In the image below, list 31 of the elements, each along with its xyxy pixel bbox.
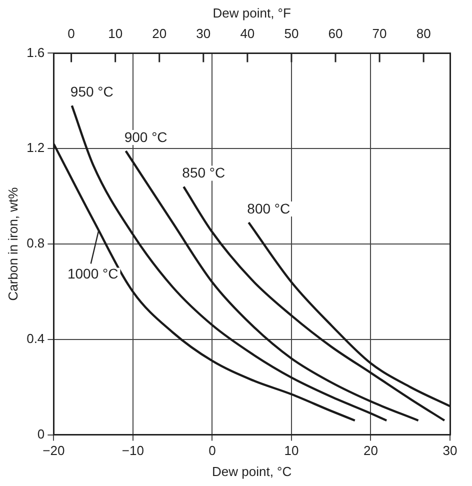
x2-tick-label: 80 xyxy=(416,26,431,41)
y-tick-label: 0 xyxy=(37,426,45,442)
x2-tick-label: 30 xyxy=(196,26,211,41)
x-tick-label: 0 xyxy=(208,443,216,458)
x-tick-label: 30 xyxy=(442,443,458,458)
x-tick-label: −10 xyxy=(122,443,144,458)
y-axis-title: Carbon in iron, wt% xyxy=(5,186,20,301)
x2-tick-label: 40 xyxy=(240,26,255,41)
annotation: 950 °C xyxy=(70,84,114,100)
line-series xyxy=(182,186,446,422)
line-series xyxy=(70,104,388,422)
x-tick-label: −20 xyxy=(42,443,65,458)
y-tick-label: 0.4 xyxy=(26,330,45,346)
y-tick-label: 0.8 xyxy=(26,236,45,251)
x-tick-label: 20 xyxy=(364,443,378,458)
annotation: 1000 °C xyxy=(67,266,118,282)
y-tick-label: 1.6 xyxy=(26,44,45,60)
x-axis-title: Dew point, °C xyxy=(212,464,292,479)
annotation: 850 °C xyxy=(182,164,226,181)
annotation: 800 °C xyxy=(247,200,290,216)
annotation: 900 °C xyxy=(124,128,168,145)
x2-tick-label: 10 xyxy=(108,26,123,41)
x2-axis-title: Dew point, °F xyxy=(212,5,291,20)
x-tick-label: 10 xyxy=(284,443,299,458)
line-series xyxy=(124,150,420,422)
x2-tick-label: 20 xyxy=(152,26,167,41)
x2-tick-label: 60 xyxy=(328,26,343,41)
y-tick-label: 1.2 xyxy=(26,140,45,156)
x2-tick-label: 0 xyxy=(68,26,75,41)
x2-tick-label: 50 xyxy=(284,26,299,41)
x2-tick-label: 70 xyxy=(372,26,387,41)
